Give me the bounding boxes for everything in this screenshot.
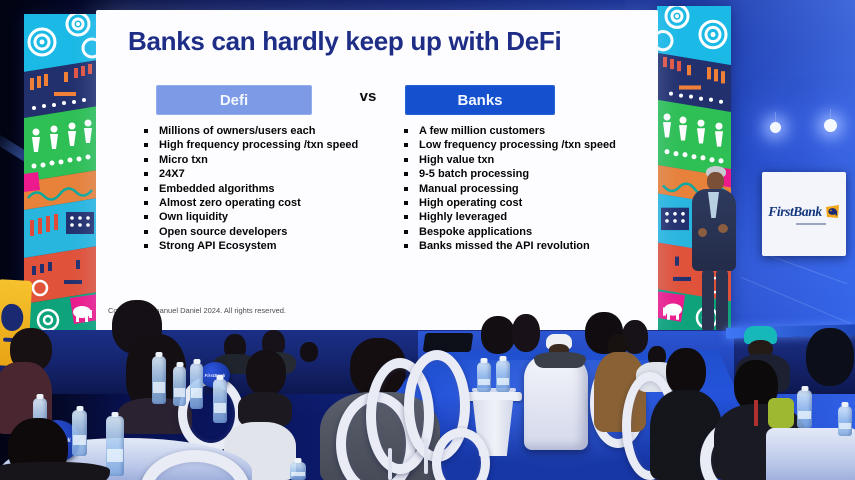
banks-bullet: Low frequency processing /txn speed [400, 138, 650, 152]
banks-bullet: 9-5 batch processing [400, 167, 650, 181]
water-bottle [477, 362, 491, 392]
audience-head [224, 334, 246, 360]
defi-bullet: Millions of owners/users each [140, 124, 390, 138]
side-table-top [464, 392, 522, 401]
water-bottle [173, 366, 186, 406]
firstbank-brand-panel: FirstBank [762, 172, 846, 256]
yellow-collar-accent [768, 398, 794, 428]
audience-collar [238, 392, 292, 426]
water-bottle [838, 406, 852, 436]
teal-cap [744, 326, 777, 344]
banks-bullet: Highly leveraged [400, 210, 650, 224]
laptop [422, 333, 474, 352]
audience-head [300, 342, 318, 362]
banner-elephant-logo-icon [0, 303, 24, 332]
audience-head [608, 334, 627, 357]
audience-shoulders [0, 462, 110, 480]
defi-bullet: Own liquidity [140, 210, 390, 224]
banks-bullet: High operating cost [400, 196, 650, 210]
audience-head [246, 350, 286, 396]
copyright-line: Copyright Emmanuel Daniel 2024. All righ… [108, 306, 287, 315]
chair-leg [388, 448, 392, 480]
firstbank-elephant-logo-icon [825, 205, 839, 218]
banks-header-chip: Banks [405, 85, 555, 115]
versus-label: vs [359, 88, 377, 105]
audience-head [481, 316, 515, 354]
water-bottle [190, 363, 203, 409]
audience-shoulders [534, 352, 586, 368]
banquet-chair [432, 428, 490, 480]
water-bottle [290, 462, 306, 480]
chair-leg [424, 438, 428, 474]
audience-head [806, 328, 854, 386]
projection-screen: Banks can hardly keep up with DeFi Defi … [96, 10, 658, 332]
banks-bullet: Banks missed the API revolution [400, 239, 650, 253]
presenter-leg [716, 270, 728, 332]
banks-bullet: Bespoke applications [400, 225, 650, 239]
presenter-leg [702, 270, 714, 332]
presenter [688, 164, 740, 336]
light-stem [775, 112, 776, 122]
banks-bullet-list: A few million customers Low frequency pr… [400, 124, 650, 254]
defi-bullet: Open source developers [140, 225, 390, 239]
backdrop-pattern-left [24, 14, 98, 336]
presenter-shirt [708, 192, 719, 218]
banks-bullet: Manual processing [400, 182, 650, 196]
water-bottle [72, 410, 87, 456]
banks-bullet: A few million customers [400, 124, 650, 138]
glass-tray [472, 388, 516, 392]
audience-head [648, 346, 666, 367]
armchair [524, 354, 588, 450]
presenter-hand [718, 224, 728, 233]
table-cloth [766, 428, 855, 480]
presenter-hand [698, 228, 707, 237]
water-bottle [152, 356, 166, 404]
defi-bullet: 24X7 [140, 167, 390, 181]
stage-light [824, 119, 837, 132]
defi-bullet-list: Millions of owners/users each High frequ… [140, 124, 390, 254]
water-bottle [213, 379, 227, 423]
water-bottle [106, 416, 124, 476]
water-bottle [797, 390, 812, 428]
stage-light [770, 122, 781, 133]
firstbank-tagline-blur [796, 222, 826, 225]
audience-head [666, 348, 706, 396]
defi-bullet: High frequency processing /txn speed [140, 138, 390, 152]
defi-header-chip: Defi [156, 85, 312, 115]
defi-bullet: Almost zero operating cost [140, 196, 390, 210]
red-lanyard [754, 400, 758, 426]
light-stem [830, 109, 831, 120]
audience-head [748, 340, 773, 358]
water-bottle [496, 360, 510, 392]
firstbank-wordmark: FirstBank [768, 203, 822, 219]
audience-head [512, 314, 540, 352]
slide-title: Banks can hardly keep up with DeFi [128, 26, 562, 56]
banks-bullet: High value txn [400, 153, 650, 167]
defi-bullet: Micro txn [140, 153, 390, 167]
defi-bullet: Strong API Ecosystem [140, 239, 390, 253]
defi-bullet: Embedded algorithms [140, 182, 390, 196]
presenter-head [707, 172, 724, 191]
